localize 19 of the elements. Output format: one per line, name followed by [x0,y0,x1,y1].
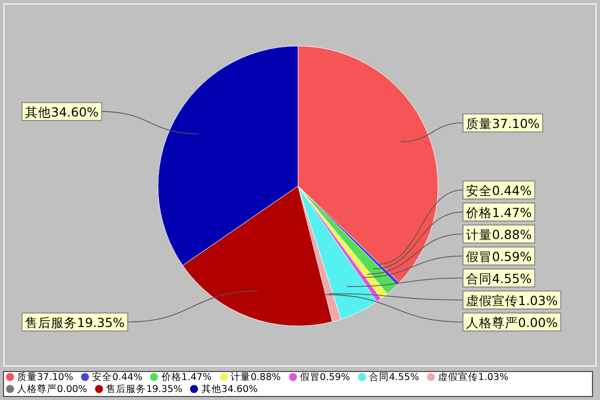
legend-label: 合同4.55% [368,372,420,384]
slice-label: 安全0.44% [466,183,532,198]
slice-label: 假冒0.59% [466,249,532,264]
slice-label: 合同4.55% [466,271,532,286]
legend-label: 价格1.47% [160,372,212,384]
legend-label: 售后服务19.35% [105,384,182,396]
legend-label: 虚假宣传1.03% [437,372,508,384]
slice-label: 价格1.47% [465,205,532,220]
legend-label: 安全0.44% [91,372,142,384]
legend-label: 人格尊严0.00% [16,384,88,396]
slice-label: 计量0.88% [466,227,532,242]
slice-label: 其他34.60% [25,104,99,120]
legend-label: 计量0.88% [230,372,281,384]
legend-label: 其他34.60% [200,384,258,396]
slice-label: 质量37.10% [466,116,540,131]
legend-label: 质量37.10% [16,372,74,384]
slice-label: 售后服务19.35% [25,315,125,330]
legend-label: 假冒0.59% [298,372,350,384]
slice-label: 虚假宣传1.03% [466,293,558,308]
